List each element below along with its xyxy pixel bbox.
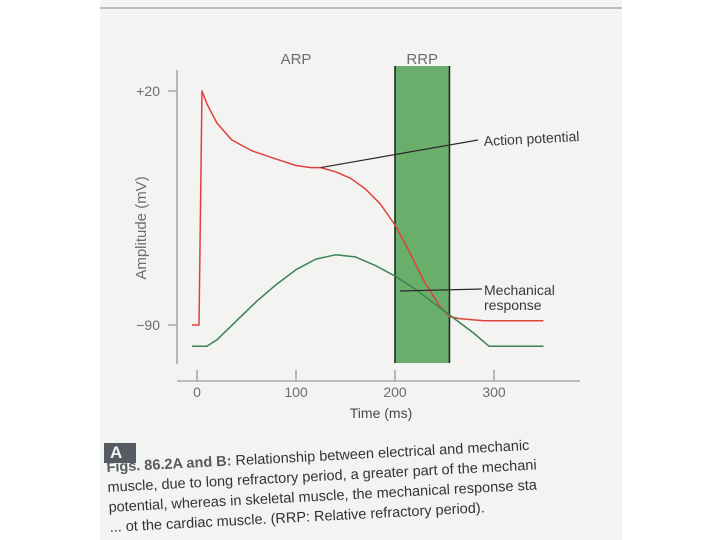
axes bbox=[100, 7, 622, 382]
y-axis-title: Amplitude (mV) bbox=[133, 176, 150, 279]
action-potential-pointer bbox=[320, 139, 479, 169]
annotation-mechanical: Mechanical bbox=[484, 282, 555, 298]
annotation-response: response bbox=[484, 297, 542, 313]
x-tick-label: 200 bbox=[383, 384, 407, 400]
y-tick-label: +20 bbox=[136, 83, 160, 99]
chart-texts: ARP RRP +20 −90 0 100 200 300 Time (ms) Amplitude… bbox=[133, 51, 580, 421]
x-tick-label: 300 bbox=[482, 384, 506, 400]
annotation-action-potential: Action potential bbox=[483, 128, 579, 149]
x-tick-label: 100 bbox=[284, 384, 308, 400]
x-axis-title: Time (ms) bbox=[350, 405, 412, 421]
x-tick-label: 0 bbox=[193, 384, 201, 400]
refractory-regions bbox=[197, 66, 451, 363]
region-label-arp: ARP bbox=[281, 51, 312, 68]
series-layer bbox=[192, 90, 544, 348]
series-mechanical-response bbox=[192, 254, 544, 348]
chart: ARP RRP +20 −90 0 100 200 300 Time (ms) Amplitude… bbox=[100, 0, 622, 450]
figure-label: A bbox=[104, 443, 136, 463]
mechanical-pointer bbox=[399, 288, 483, 292]
annotations bbox=[320, 139, 483, 292]
y-tick-label: −90 bbox=[136, 317, 160, 333]
plot-background bbox=[100, 0, 622, 450]
region-label-rrp: RRP bbox=[406, 51, 438, 68]
figure-page: ARP RRP +20 −90 0 100 200 300 Time (ms) Amplitude… bbox=[100, 0, 622, 540]
region-arp bbox=[197, 66, 395, 363]
region-rrp bbox=[395, 66, 450, 363]
